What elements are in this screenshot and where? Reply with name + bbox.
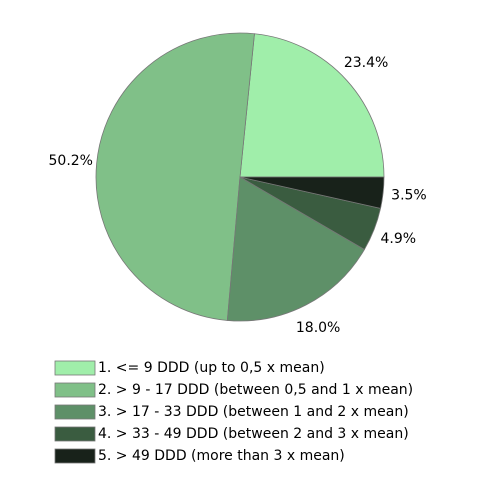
- legend-swatch: [54, 382, 96, 398]
- legend-swatch: [54, 448, 96, 464]
- data-label: 4.9%: [380, 231, 416, 247]
- legend-swatch: [54, 426, 96, 442]
- pie-slice: [239, 176, 385, 209]
- pie-slice: [95, 32, 255, 321]
- data-label: 3.5%: [391, 188, 427, 204]
- pie-slice: [239, 33, 385, 178]
- data-label: 18.0%: [296, 320, 340, 336]
- data-label: 23.4%: [344, 55, 388, 71]
- pie-slice: [226, 176, 365, 322]
- legend-label: 2. > 9 - 17 DDD (between 0,5 and 1 x mea…: [98, 382, 413, 398]
- legend-label: 4. > 33 - 49 DDD (between 2 and 3 x mean…: [98, 426, 409, 442]
- data-label: 50.2%: [49, 153, 93, 169]
- legend-label: 3. > 17 - 33 DDD (between 1 and 2 x mean…: [98, 404, 409, 420]
- legend-swatch: [54, 360, 96, 376]
- legend-swatch: [54, 404, 96, 420]
- legend-label: 1. <= 9 DDD (up to 0,5 x mean): [98, 360, 325, 376]
- legend-label: 5. > 49 DDD (more than 3 x mean): [98, 448, 345, 464]
